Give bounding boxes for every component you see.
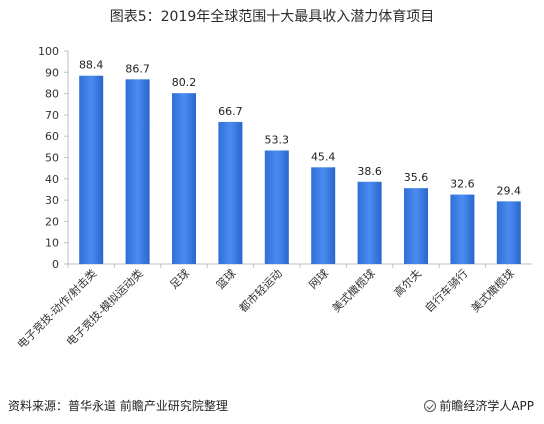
bar-value-label: 66.7: [218, 105, 243, 118]
x-category-label: 电子竞技-模拟运动类: [63, 266, 146, 349]
bar: [496, 201, 521, 264]
y-tick-label: 40: [45, 173, 59, 186]
x-category-label: 都市轻运动: [236, 266, 285, 315]
bar-value-label: 38.6: [357, 165, 382, 178]
bar-value-label: 80.2: [172, 76, 197, 89]
x-category-label: 高尔夫: [391, 266, 424, 299]
bar-value-label: 86.7: [125, 62, 150, 75]
bar-value-label: 35.6: [404, 171, 429, 184]
bar-value-label: 32.6: [450, 178, 475, 191]
bar: [172, 93, 196, 264]
bar: [357, 181, 382, 264]
y-tick-label: 50: [45, 152, 59, 165]
x-category-label: 美式橄榄球: [468, 266, 517, 315]
y-tick-label: 90: [45, 66, 59, 79]
x-category-label: 篮球: [213, 266, 238, 291]
bar: [311, 167, 336, 264]
y-tick-label: 100: [38, 45, 59, 58]
bar-chart: 0 10 20 30 40 50 60 70 80 90 100 88.4 电子竞技-动作/射击类 86…: [14, 45, 532, 351]
y-tick-label: 70: [45, 109, 59, 122]
bar: [450, 194, 475, 264]
y-tick-label: 20: [45, 215, 59, 228]
x-category-label: 自行车骑行: [422, 266, 471, 315]
y-tick-label: 10: [45, 237, 59, 250]
bar: [404, 188, 428, 264]
brand-label: 前瞻经济学人APP: [424, 397, 534, 414]
bar-value-label: 45.4: [311, 150, 336, 163]
y-tick-label: 30: [45, 194, 59, 207]
bar-value-label: 88.4: [79, 59, 104, 72]
bar-value-label: 29.4: [497, 184, 522, 197]
bar-value-label: 53.3: [265, 133, 290, 146]
source-note: 资料来源：普华永道 前瞻产业研究院整理: [8, 399, 228, 413]
bar: [264, 150, 289, 264]
brand-logo-icon: [424, 400, 437, 412]
brand-name: 前瞻经济学人APP: [439, 399, 534, 413]
y-tick-label: 60: [45, 130, 59, 143]
x-category-label: 美式橄榄球: [329, 266, 378, 315]
footer: 资料来源：普华永道 前瞻产业研究院整理 前瞻经济学人APP: [0, 393, 544, 424]
bar: [218, 121, 243, 264]
chart-title: 图表5：2019年全球范围十大最具收入潜力体育项目: [109, 9, 435, 25]
bar: [125, 79, 150, 264]
x-category-label: 足球: [167, 266, 192, 291]
x-category-label: 网球: [306, 266, 331, 291]
y-tick-label: 0: [52, 258, 59, 271]
bar: [79, 75, 104, 264]
y-tick-label: 80: [45, 88, 59, 101]
x-category-label: 电子竞技-动作/射击类: [14, 266, 99, 351]
